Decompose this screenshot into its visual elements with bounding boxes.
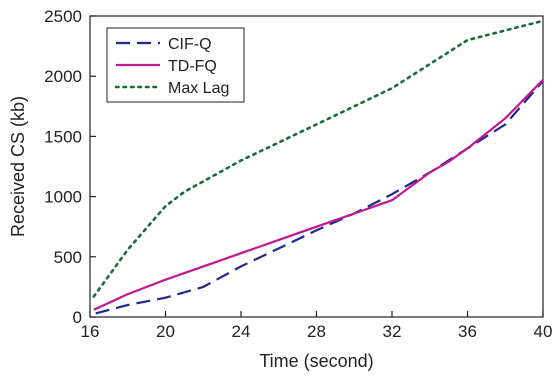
x-axis: 16 20 24 28 32 36 40 xyxy=(81,311,553,341)
x-tick-label: 40 xyxy=(534,322,553,341)
legend-label: Max Lag xyxy=(168,80,229,97)
x-tick-label: 24 xyxy=(232,322,251,341)
y-tick-label: 500 xyxy=(54,248,82,267)
x-tick-label: 20 xyxy=(156,322,175,341)
series-layer xyxy=(92,19,545,315)
x-tick-label: 36 xyxy=(458,322,477,341)
legend-label: CIF-Q xyxy=(168,36,212,53)
x-tick-label: 32 xyxy=(383,322,402,341)
y-tick-label: 0 xyxy=(73,308,82,327)
x-tick-label: 16 xyxy=(81,322,100,341)
legend-label: TD-FQ xyxy=(168,58,217,75)
series-line-1 xyxy=(93,79,544,311)
x-axis-label: Time (second) xyxy=(259,351,373,371)
legend: CIF-Q TD-FQ Max Lag xyxy=(106,27,245,103)
y-tick-label: 2500 xyxy=(44,7,82,26)
y-axis-label: Received CS (kb) xyxy=(8,96,28,237)
y-axis: 0 500 1000 1500 2000 2500 xyxy=(44,7,96,327)
series-line-0 xyxy=(95,80,544,315)
y-tick-label: 2000 xyxy=(44,67,82,86)
series-line-2 xyxy=(92,19,545,298)
y-tick-label: 1000 xyxy=(44,188,82,207)
x-tick-label: 28 xyxy=(307,322,326,341)
y-tick-label: 1500 xyxy=(44,127,82,146)
